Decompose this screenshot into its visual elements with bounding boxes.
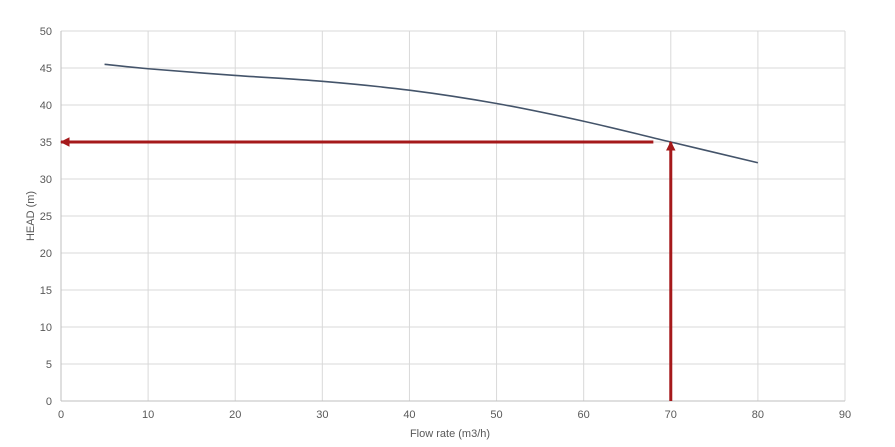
x-tick-label: 10 (142, 409, 154, 421)
y-tick-label: 45 (40, 63, 52, 75)
series-lines (104, 63, 759, 164)
y-tick-label: 0 (46, 396, 52, 408)
y-tick-label: 30 (40, 174, 52, 186)
y-tick-label: 15 (40, 285, 52, 297)
tick-labels: 0 5 10 15 20 25 30 35 40 45 50 0 10 20 30 40 50 60 70 80 90 (40, 26, 851, 421)
x-tick-label: 30 (316, 409, 328, 421)
x-tick-label: 80 (752, 409, 764, 421)
x-tick-label: 20 (229, 409, 241, 421)
y-axis-title: HEAD (m) (25, 191, 37, 241)
x-tick-label: 60 (578, 409, 590, 421)
y-tick-label: 5 (46, 359, 52, 371)
y-tick-label: 10 (40, 322, 52, 334)
grid-lines (61, 30, 846, 401)
axes (60, 31, 845, 402)
x-tick-label: 40 (403, 409, 415, 421)
y-tick-label: 20 (40, 248, 52, 260)
x-tick-label: 0 (58, 409, 64, 421)
annotation-arrows (60, 137, 676, 401)
series-line (104, 63, 759, 164)
y-tick-label: 25 (40, 211, 52, 223)
y-tick-label: 50 (40, 26, 52, 38)
x-axis-title: Flow rate (m3/h) (410, 428, 490, 440)
x-tick-label: 70 (665, 409, 677, 421)
y-tick-label: 35 (40, 137, 52, 149)
x-tick-label: 50 (490, 409, 502, 421)
y-tick-label: 40 (40, 100, 52, 112)
x-tick-label: 90 (839, 409, 851, 421)
